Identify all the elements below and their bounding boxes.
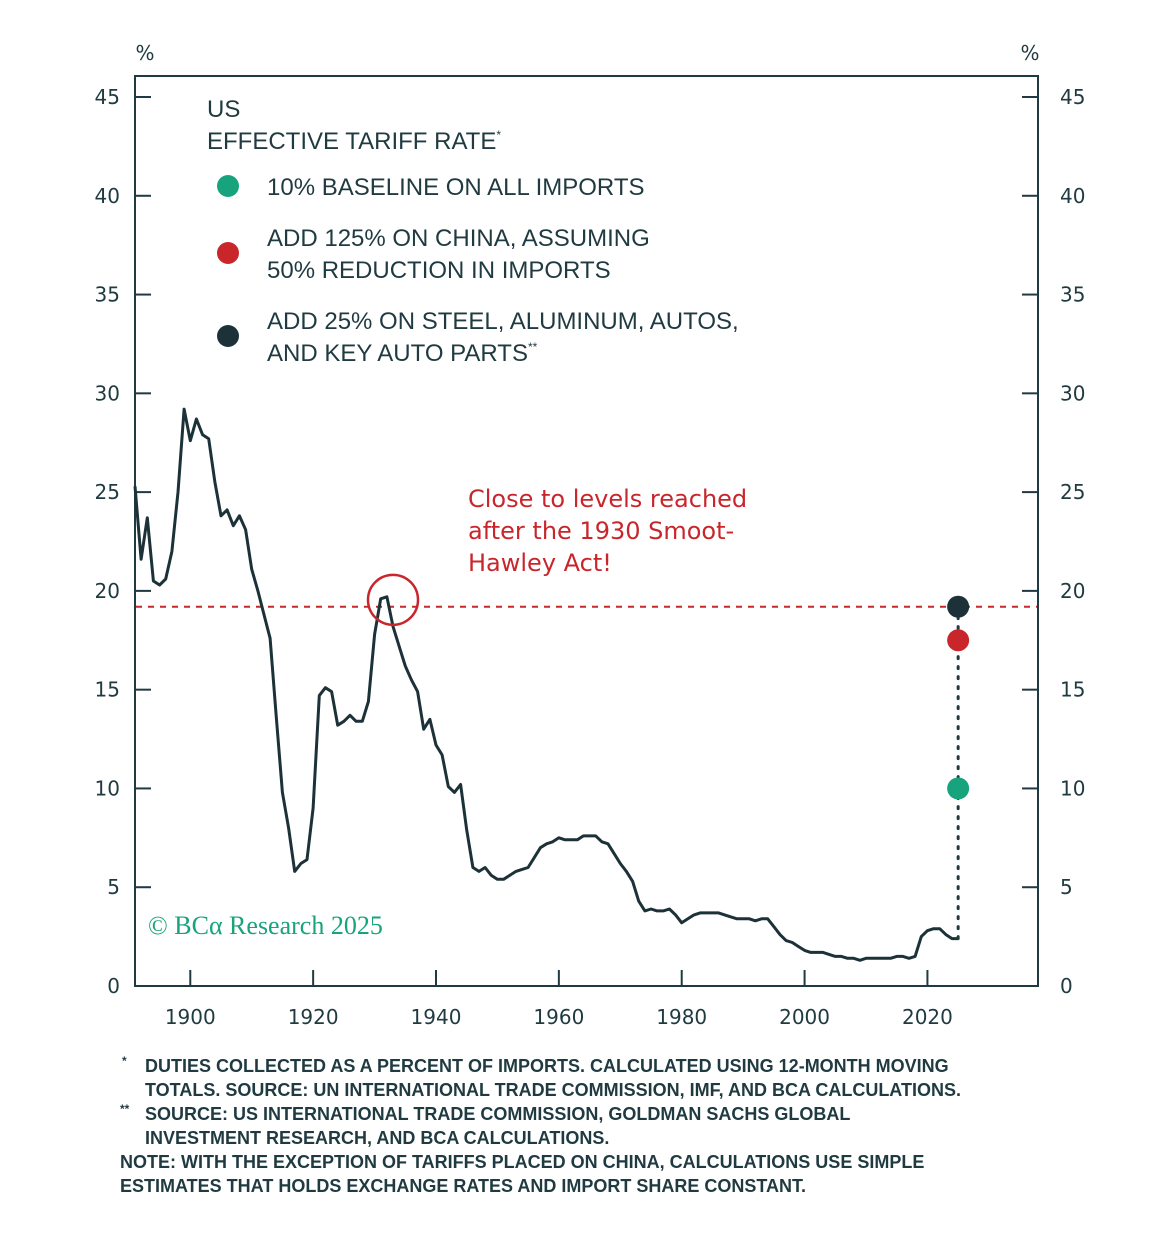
footnote-1-line1: DUTIES COLLECTED AS A PERCENT OF IMPORTS… xyxy=(145,1056,949,1076)
annotation-line2: after the 1930 Smoot- xyxy=(468,517,734,545)
legend-label-baseline: 10% BASELINE ON ALL IMPORTS xyxy=(267,174,644,201)
legend-label-china-line1: ADD 125% ON CHINA, ASSUMING xyxy=(267,225,650,252)
y-tick-label-left-10: 10 xyxy=(95,776,120,800)
y-tick-label-left-15: 15 xyxy=(95,678,120,702)
annotation-line1: Close to levels reached xyxy=(468,485,747,513)
scenario-point-steel xyxy=(947,595,970,618)
footnote-note-line2: ESTIMATES THAT HOLDS EXCHANGE RATES AND … xyxy=(120,1176,807,1196)
y-tick-label-left-20: 20 xyxy=(95,579,120,603)
footnote-1-line2: TOTALS. SOURCE: UN INTERNATIONAL TRADE C… xyxy=(145,1080,961,1100)
legend-label-china-line2: 50% REDUCTION IN IMPORTS xyxy=(267,257,611,284)
legend-title-line1: US xyxy=(207,96,240,123)
tariff-rate-series-line xyxy=(133,407,959,962)
y-tick-label-right-20: 20 xyxy=(1060,579,1085,603)
x-axis-ticks: 1900 1920 1940 1960 1980 2000 2020 xyxy=(165,970,953,1029)
footnote-2-mark: ** xyxy=(120,1102,130,1116)
x-tick-label-1960: 1960 xyxy=(533,1005,584,1029)
y-tick-label-left-45: 45 xyxy=(95,85,120,109)
y-tick-label-left-5: 5 xyxy=(107,875,120,899)
scenario-point-china xyxy=(947,629,970,652)
y-tick-label-left-40: 40 xyxy=(95,184,120,208)
x-tick-label-1920: 1920 xyxy=(288,1005,339,1029)
y-tick-label-right-25: 25 xyxy=(1060,480,1085,504)
x-tick-label-1940: 1940 xyxy=(411,1005,462,1029)
y-tick-label-right-15: 15 xyxy=(1060,678,1085,702)
legend-dot-steel xyxy=(217,325,239,347)
y-tick-label-right-30: 30 xyxy=(1060,381,1085,405)
y-tick-label-right-0: 0 xyxy=(1060,974,1073,998)
footnote-2-line1: SOURCE: US INTERNATIONAL TRADE COMMISSIO… xyxy=(145,1104,851,1124)
smoot-hawley-highlight-circle xyxy=(366,573,420,627)
y-tick-label-left-25: 25 xyxy=(95,480,120,504)
footnote-note-line1: NOTE: WITH THE EXCEPTION OF TARIFFS PLAC… xyxy=(120,1152,925,1172)
legend-dot-baseline xyxy=(217,175,239,197)
scenario-points xyxy=(947,595,970,800)
x-tick-label-1900: 1900 xyxy=(165,1005,216,1029)
y-axis-ticks: 0 0 5 5 10 10 15 15 20 20 25 25 30 30 35 35 40 40 45 45 xyxy=(95,85,1086,998)
y-tick-label-right-10: 10 xyxy=(1060,776,1085,800)
y-tick-label-left-30: 30 xyxy=(95,381,120,405)
legend-dot-china xyxy=(217,242,239,264)
y-tick-label-right-45: 45 xyxy=(1060,85,1085,109)
footnote-1-mark: * xyxy=(122,1054,127,1068)
legend-label-steel-line1: ADD 25% ON STEEL, ALUMINUM, AUTOS, xyxy=(267,308,739,335)
y-unit-right: % xyxy=(1020,41,1039,65)
plot-frame xyxy=(134,75,1039,987)
x-tick-label-2000: 2000 xyxy=(779,1005,830,1029)
footnote-2-line2: INVESTMENT RESEARCH, AND BCA CALCULATION… xyxy=(145,1128,610,1148)
y-tick-label-left-0: 0 xyxy=(107,974,120,998)
x-tick-label-1980: 1980 xyxy=(656,1005,707,1029)
x-tick-label-2020: 2020 xyxy=(902,1005,953,1029)
legend-title-line2: EFFECTIVE TARIFF RATE* xyxy=(207,128,501,155)
y-tick-label-right-35: 35 xyxy=(1060,283,1085,307)
legend-label-steel-line2: AND KEY AUTO PARTS** xyxy=(267,340,538,367)
bca-watermark: © BCα Research 2025 xyxy=(148,911,383,940)
y-tick-label-right-40: 40 xyxy=(1060,184,1085,208)
y-tick-label-left-35: 35 xyxy=(95,283,120,307)
y-tick-label-right-5: 5 xyxy=(1060,875,1073,899)
scenario-point-baseline xyxy=(947,777,970,800)
annotation-line3: Hawley Act! xyxy=(468,549,612,577)
y-unit-left: % xyxy=(135,41,154,65)
